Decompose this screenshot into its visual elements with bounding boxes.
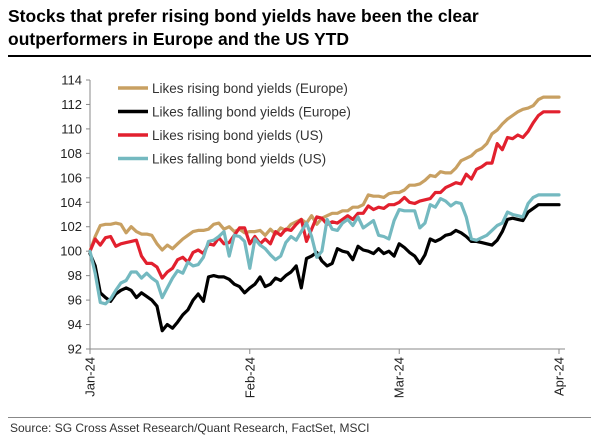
y-tick-label-106: 106 xyxy=(60,170,82,185)
legend-label-1: Likes rising bond yields (Europe) xyxy=(152,81,348,96)
series-line-3 xyxy=(88,110,561,280)
x-tick-label-Jan-24: Jan-24 xyxy=(83,357,98,397)
y-tick-label-114: 114 xyxy=(61,73,82,88)
series-line-1 xyxy=(88,95,561,253)
chart-legend: Likes rising bond yields (Europe) Likes f… xyxy=(118,81,351,167)
x-tick-label-Feb-24: Feb-24 xyxy=(242,357,257,398)
y-tick-label-102: 102 xyxy=(60,219,82,234)
chart-axes: 92 94 96 98 100 102 104 106 108 110 112 114 Jan-24 Fe… xyxy=(60,73,566,399)
legend-label-2: Likes falling bond yields (Europe) xyxy=(152,105,351,120)
series-line-4 xyxy=(88,193,561,306)
y-tick-label-96: 96 xyxy=(68,293,82,308)
x-tick-label-Apr-24: Apr-24 xyxy=(552,357,567,396)
legend-label-4: Likes falling bond yields (US) xyxy=(152,152,326,167)
y-tick-label-92: 92 xyxy=(68,342,82,357)
source-note: Source: SG Cross Asset Research/Quant Re… xyxy=(10,421,370,435)
y-tick-label-108: 108 xyxy=(60,146,82,161)
series-line-2 xyxy=(88,203,561,333)
y-tick-label-112: 112 xyxy=(61,97,82,112)
y-tick-label-94: 94 xyxy=(68,317,82,332)
title-divider xyxy=(8,55,591,57)
x-tick-label-Mar-24: Mar-24 xyxy=(392,357,407,398)
series-layer xyxy=(88,95,561,333)
y-tick-label-110: 110 xyxy=(61,121,82,136)
y-tick-label-100: 100 xyxy=(60,244,82,259)
y-tick-label-98: 98 xyxy=(68,268,82,283)
y-tick-label-104: 104 xyxy=(60,195,82,210)
source-divider xyxy=(8,417,591,418)
legend-label-3: Likes rising bond yields (US) xyxy=(152,128,323,143)
chart-title: Stocks that prefer rising bond yields ha… xyxy=(8,6,479,49)
